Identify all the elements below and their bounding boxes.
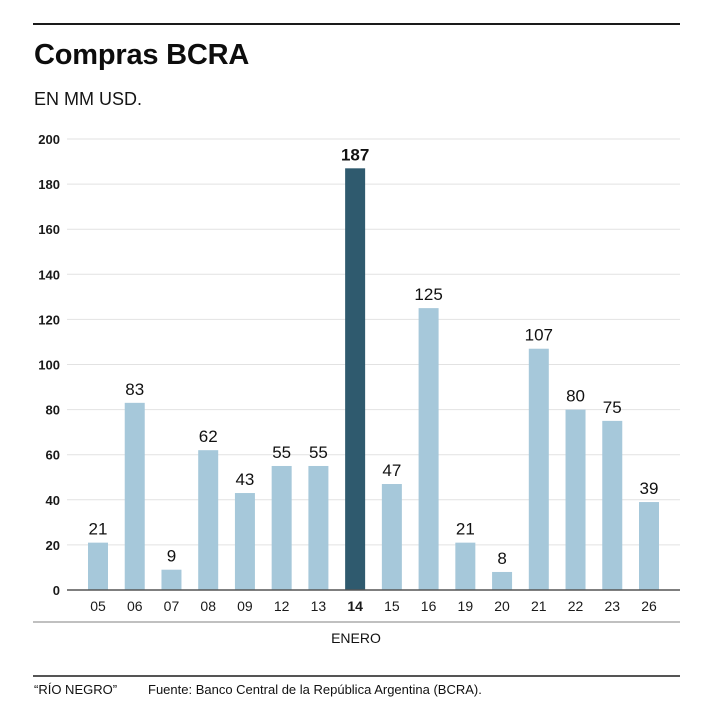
y-tick-label: 160	[38, 222, 60, 237]
bar-22	[565, 409, 586, 590]
bar-09	[234, 493, 255, 590]
y-tick-label: 200	[38, 132, 60, 147]
x-tick-label-16: 16	[421, 598, 437, 614]
bar-21	[528, 348, 549, 590]
y-tick-label: 80	[46, 403, 60, 418]
x-tick-label-08: 08	[200, 598, 216, 614]
value-label-09: 43	[235, 470, 254, 489]
x-tick-label-09: 09	[237, 598, 253, 614]
bar-26	[639, 502, 659, 590]
x-tick-label-21: 21	[531, 598, 547, 614]
bar-08	[198, 450, 219, 590]
value-label-06: 83	[125, 380, 144, 399]
bar-19	[455, 542, 476, 590]
value-label-13: 55	[309, 443, 328, 462]
x-tick-label-06: 06	[127, 598, 143, 614]
bar-12	[271, 465, 292, 590]
y-tick-label: 100	[38, 358, 60, 373]
y-tick-label: 0	[53, 583, 60, 598]
bar-06	[124, 402, 145, 590]
bar-14	[345, 168, 366, 590]
value-label-19: 21	[456, 520, 475, 539]
value-label-22: 80	[566, 387, 585, 406]
x-tick-label-20: 20	[494, 598, 510, 614]
x-axis-ticks: 05 06 07 08 09 12 13 14 15 16 19 20 21 22 23 26	[90, 598, 657, 614]
value-label-05: 21	[89, 520, 108, 539]
bar-05	[88, 542, 108, 590]
y-tick-label: 120	[38, 312, 60, 327]
bar-15	[381, 484, 402, 590]
value-label-26: 39	[640, 479, 659, 498]
y-axis-ticks: 0 20 40 60 80 100 120 140 160 180 200	[38, 132, 60, 598]
x-axis-label: ENERO	[331, 630, 381, 646]
chart-subtitle: EN MM USD.	[34, 89, 142, 109]
value-label-23: 75	[603, 398, 622, 417]
x-tick-label-15: 15	[384, 598, 400, 614]
footer-rule	[33, 675, 680, 677]
value-label-14: 187	[341, 145, 369, 164]
gridlines	[67, 138, 680, 546]
bar-07	[161, 569, 182, 590]
y-tick-label: 40	[46, 493, 60, 508]
value-label-07: 9	[167, 547, 176, 566]
y-tick-label: 140	[38, 267, 60, 282]
value-label-20: 8	[497, 549, 506, 568]
value-labels: 21 83 9 62 43 55 55 187 47 125 21 8 107 80 75 39	[89, 145, 659, 568]
x-tick-label-22: 22	[568, 598, 584, 614]
value-label-21: 107	[525, 326, 553, 345]
x-tick-label-14: 14	[347, 598, 363, 614]
value-label-08: 62	[199, 427, 218, 446]
bar-13	[308, 465, 329, 590]
x-tick-label-26: 26	[641, 598, 657, 614]
x-tick-label-05: 05	[90, 598, 106, 614]
y-tick-label: 20	[46, 538, 60, 553]
value-label-15: 47	[382, 461, 401, 480]
bar-23	[602, 420, 623, 590]
value-label-16: 125	[414, 285, 442, 304]
bar-16	[418, 308, 439, 590]
value-label-12: 55	[272, 443, 291, 462]
bar-20	[492, 571, 513, 590]
x-tick-label-19: 19	[458, 598, 474, 614]
chart-title: Compras BCRA	[34, 39, 250, 71]
y-tick-label: 60	[46, 448, 60, 463]
top-rule	[33, 23, 680, 25]
bars	[88, 168, 659, 590]
footer-source: Fuente: Banco Central de la República Ar…	[148, 682, 482, 697]
x-tick-label-12: 12	[274, 598, 290, 614]
x-tick-label-07: 07	[164, 598, 180, 614]
y-tick-label: 180	[38, 177, 60, 192]
x-tick-label-13: 13	[311, 598, 327, 614]
x-tick-label-23: 23	[604, 598, 620, 614]
footer-brand: “RÍO NEGRO”	[34, 682, 118, 697]
